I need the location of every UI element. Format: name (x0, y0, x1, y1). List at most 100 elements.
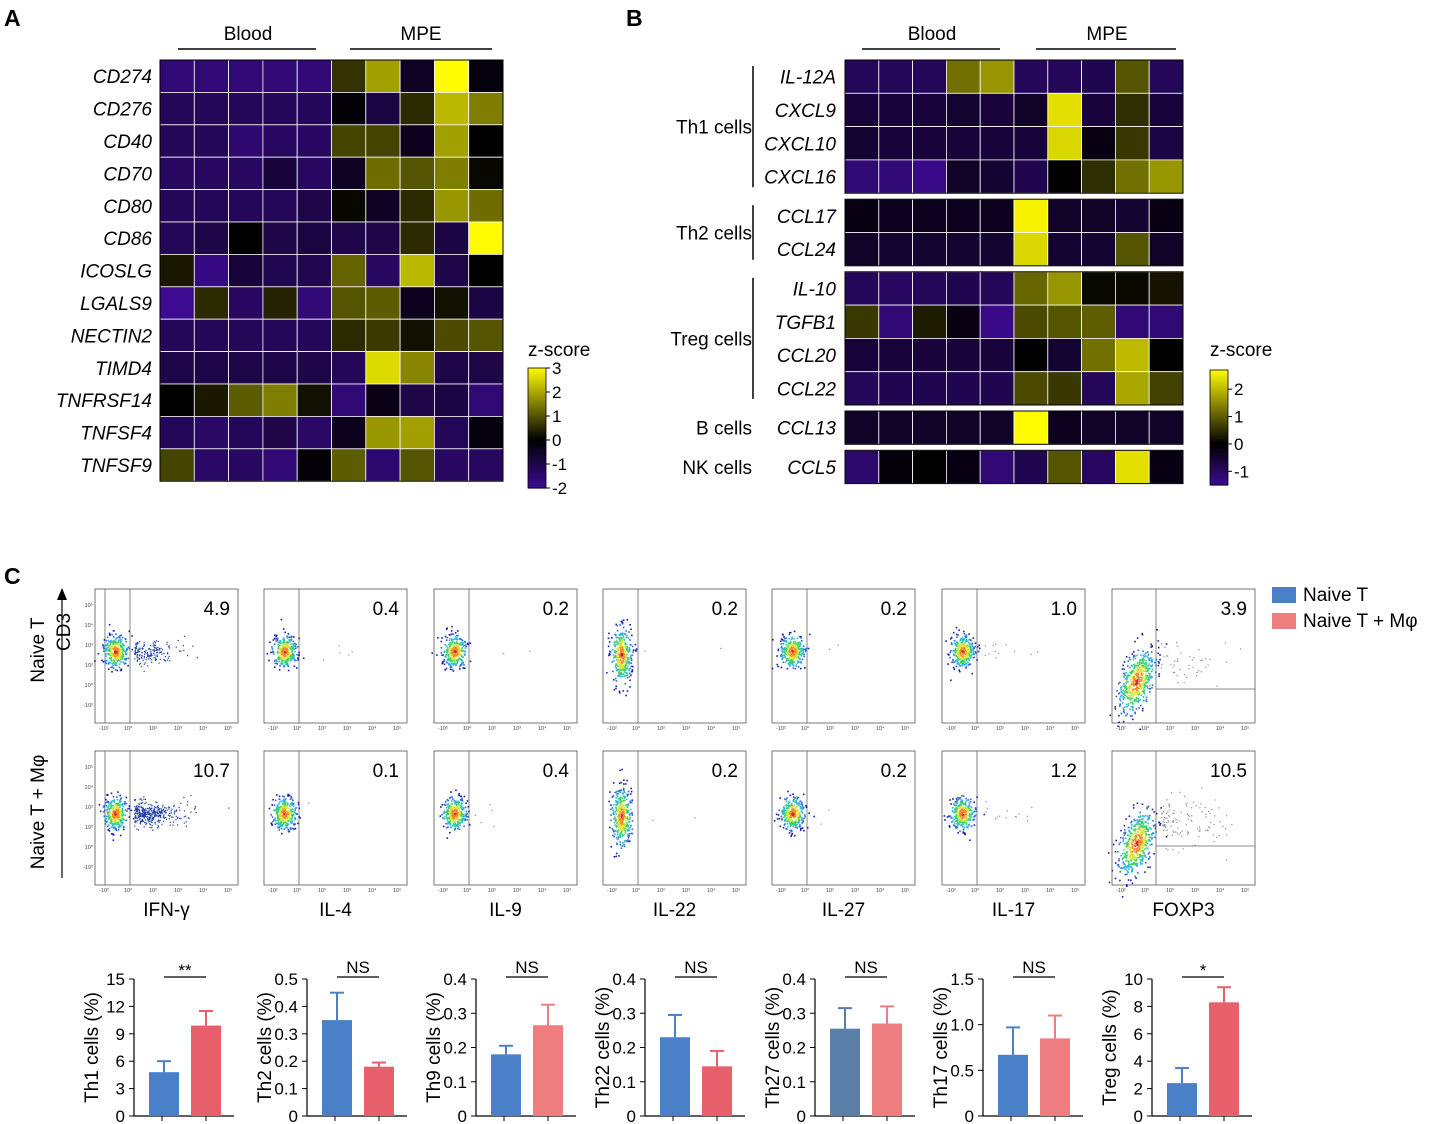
flow-event-dot (1125, 714, 1127, 717)
flow-event-dot (1143, 691, 1145, 694)
flow-event-dot (791, 653, 793, 655)
flow-event-positive-dot (149, 813, 151, 815)
flow-event-dot (791, 662, 793, 665)
heatmap-a-cell-timd4-1 (193, 351, 230, 385)
flow-event-dot (457, 647, 460, 649)
flow-event-dot (1140, 685, 1143, 688)
flow-event-dot (102, 646, 105, 649)
flow-event-dot (106, 825, 109, 828)
flow-event-dot (626, 817, 628, 820)
heatmap-a-cell-cd276-7 (399, 92, 435, 126)
flow-event-dot (788, 657, 790, 660)
heatmap-b-row-label-cxcl10: CXCL10 (764, 134, 836, 155)
flow-event-positive-dot (153, 812, 155, 814)
heatmap-a-cell-timd4-4 (296, 351, 332, 385)
flow-event-dot (106, 647, 108, 649)
flow-event-positive-dot (159, 658, 161, 660)
flow-event-dot (1143, 684, 1146, 686)
flow-event-positive-dot (154, 657, 156, 659)
flow-event-dot (452, 652, 454, 654)
flow-event-dot (1157, 664, 1160, 667)
heatmap-b-cell-ccl20-1 (878, 337, 913, 373)
flow-event-dot (964, 647, 967, 649)
flow-event-dot (442, 812, 445, 815)
flow-event-dot (617, 819, 620, 822)
flow-event-dot (964, 661, 966, 663)
flow-event-dot (966, 644, 969, 647)
heatmap-a-cell-icoslg-6 (365, 253, 401, 288)
flow-event-dot (115, 641, 118, 643)
flow-event-dot (445, 628, 448, 630)
flow-event-positive-dot (145, 816, 147, 818)
flow-event-dot (798, 643, 800, 645)
flow-event-dot (623, 840, 626, 843)
colorbar-a-gradient-step (528, 404, 546, 407)
flow-event-dot (446, 812, 448, 814)
flow-event-dot (450, 814, 453, 817)
flow-event-dot (291, 808, 294, 810)
flow-x-tick: -10² (946, 726, 956, 732)
flow-event-dot (1142, 665, 1145, 667)
flow-event-dot (123, 663, 126, 665)
flow-event-dot (286, 824, 288, 826)
heatmap-b-group-border-th2-cells (844, 198, 1184, 267)
flow-event-dot (615, 797, 617, 799)
flow-event-positive-dot (169, 806, 171, 809)
flow-event-dot (451, 655, 453, 658)
flow-event-dot (441, 662, 444, 665)
flow-event-positive-dot (156, 654, 158, 656)
heatmap-b-cell-ccl22-9 (1148, 371, 1184, 406)
flow-event-dot (1122, 664, 1124, 667)
flow-event-dot (112, 636, 115, 638)
flow-event-dot (1130, 681, 1133, 683)
flow-event-dot (118, 804, 121, 806)
heatmap-b-cell-cxcl10-7 (1081, 126, 1116, 161)
flow-event-dot (1149, 660, 1152, 662)
flow-event-dot (1120, 712, 1123, 715)
heatmap-b-cell-ccl17-9 (1148, 198, 1184, 233)
flow-event-dot (282, 648, 285, 651)
flow-event-dot (620, 796, 622, 799)
flow-event-dot (122, 805, 124, 807)
flow-event-positive-dot (134, 658, 136, 660)
flow-event-dot (959, 665, 961, 668)
flow-event-dot (626, 812, 628, 814)
flow-plot-naive-t-il-9: 0.2-10² 10⁰ 10² 10³ 10⁴ 10⁵ (431, 588, 578, 732)
flow-event-dot (625, 643, 628, 646)
flow-event-dot (128, 805, 131, 807)
flow-event-dot (289, 812, 292, 814)
flow-event-dot (448, 649, 451, 652)
colorbar-a-gradient-step (528, 438, 546, 441)
flow-event-dot (117, 791, 119, 793)
flow-event-dot (114, 646, 116, 649)
colorbar-a-gradient-step (528, 478, 546, 481)
flow-event-dot (614, 811, 617, 813)
flow-event-dot (800, 650, 803, 652)
flow-event-dot (455, 638, 457, 641)
flow-event-dot (460, 805, 463, 808)
flow-x-tick: -10² (438, 726, 448, 732)
flow-event-dot (1148, 679, 1150, 681)
colorbar-a-gradient-step (528, 408, 546, 411)
flow-event-dot (622, 673, 624, 675)
flow-event-dot (1127, 686, 1129, 688)
flow-event-dot (278, 654, 281, 657)
flow-event-dot (282, 656, 284, 659)
flow-event-positive-dot (138, 807, 140, 809)
flow-event-dot (444, 811, 446, 814)
flow-event-dot (618, 821, 620, 823)
flow-event-positive-dot (139, 814, 141, 816)
flow-event-positive-dot (142, 814, 144, 817)
flow-event-dot (949, 656, 951, 659)
flow-event-dot (971, 646, 974, 648)
flow-event-dot (121, 809, 123, 812)
flow-event-dot (949, 651, 952, 654)
flow-event-dot (798, 646, 800, 648)
flow-event-dot (614, 830, 617, 832)
flow-event-dot (454, 828, 456, 830)
heatmap-a-cell-cd86-8 (433, 221, 470, 255)
flow-event-dot (627, 661, 630, 664)
flow-event-positive-dot (1196, 675, 1198, 677)
flow-event-dot (114, 820, 117, 823)
